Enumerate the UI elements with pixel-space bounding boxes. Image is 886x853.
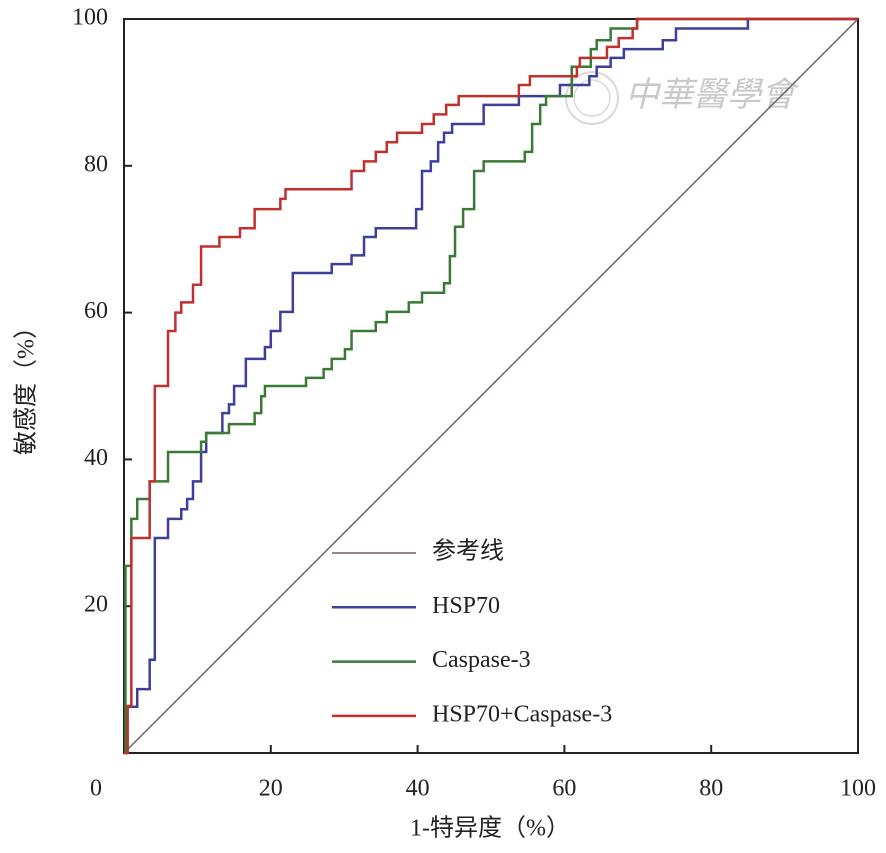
- roc-curve: [124, 17, 858, 755]
- x-tick-label: 60: [552, 776, 576, 802]
- legend-label: Caspase-3: [432, 647, 531, 673]
- y-tick-label: 40: [84, 445, 108, 471]
- legend-label: HSP70+Caspase-3: [432, 701, 612, 727]
- plot-frame: [123, 18, 859, 754]
- x-tick-label: 0: [90, 776, 102, 802]
- x-tick-label: 20: [259, 776, 283, 802]
- y-tick-label: 20: [84, 592, 108, 618]
- roc-curve: [124, 17, 858, 755]
- y-axis-label: 敏感度（%）: [13, 315, 40, 455]
- legend-label: HSP70: [432, 593, 500, 619]
- x-axis-label: 1-特异度（%）: [410, 815, 570, 842]
- watermark-text: 中華醫學會: [625, 77, 800, 114]
- y-tick-label: 80: [84, 151, 108, 177]
- y-tick-label: 100: [72, 5, 108, 31]
- x-tick-label: 40: [406, 776, 430, 802]
- x-tick-label: 100: [840, 776, 876, 802]
- y-tick-label: 60: [84, 298, 108, 324]
- roc-curve: [123, 18, 859, 754]
- watermark-logo: [565, 71, 619, 125]
- roc-curve: [124, 17, 858, 755]
- x-tick-label: 80: [699, 776, 723, 802]
- legend-label: 参考线: [432, 538, 504, 565]
